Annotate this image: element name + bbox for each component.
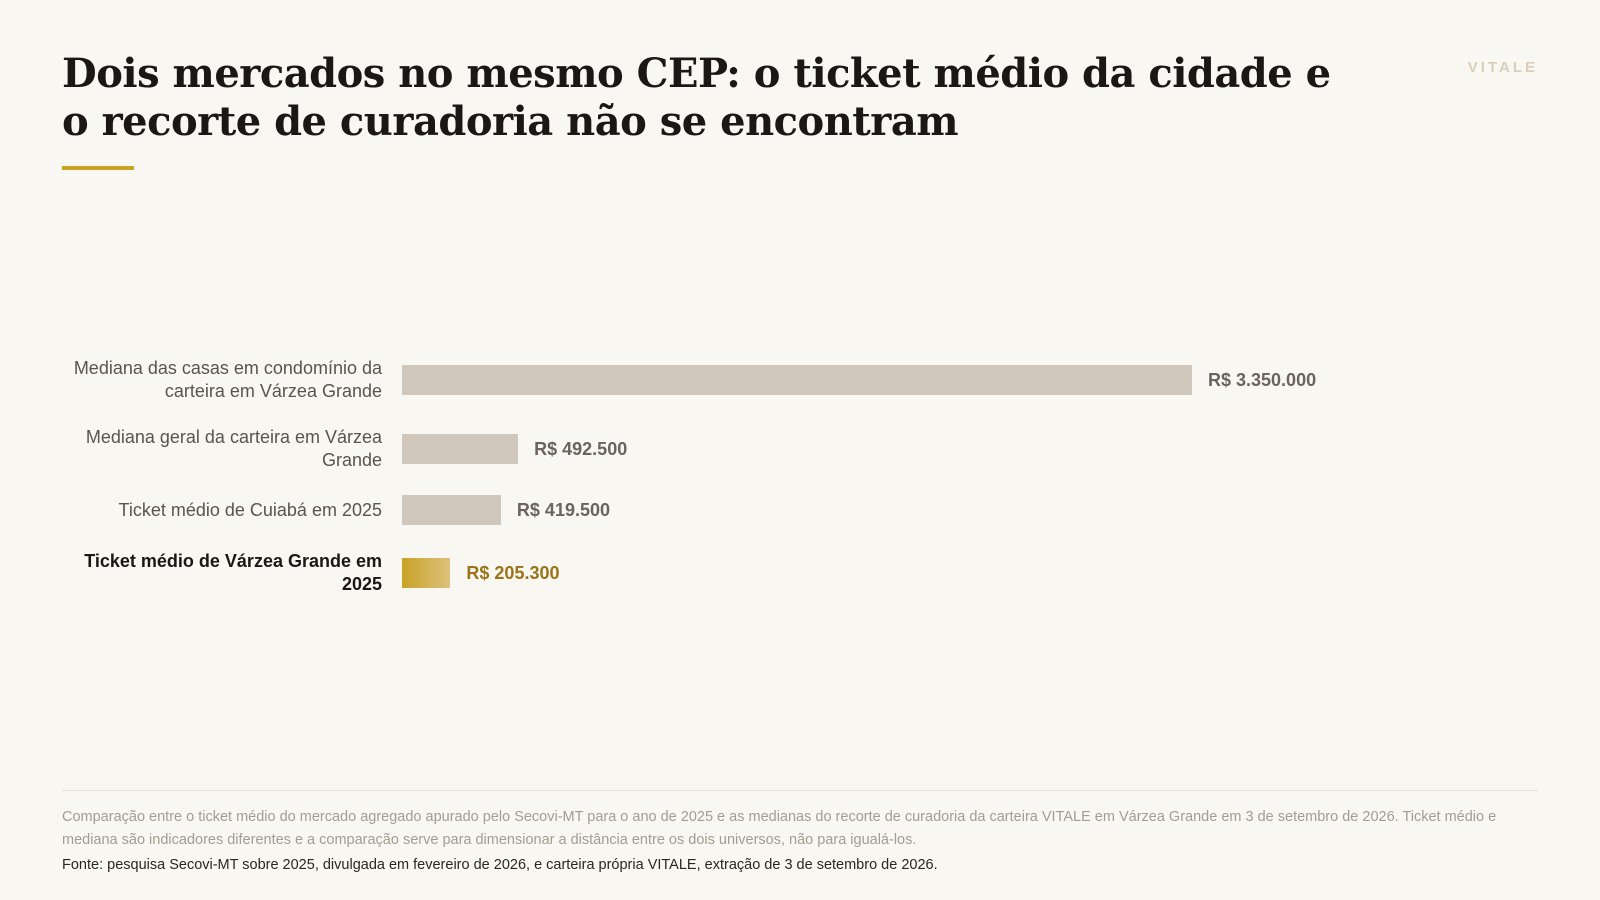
brand-logo: VITALE — [1467, 59, 1538, 76]
chart-title: Dois mercados no mesmo CEP: o ticket méd… — [62, 50, 1331, 145]
bar — [402, 558, 451, 588]
category-label: Ticket médio de Várzea Grande em 2025 — [84, 551, 382, 594]
bar — [402, 495, 501, 525]
value-label: R$ 419.500 — [516, 500, 610, 520]
bar-chart: Mediana das casas em condomínio da carte… — [0, 340, 1600, 620]
methodology-note: Comparação entre o ticket médio do merca… — [62, 809, 1497, 848]
category-label: Mediana das casas em condomínio da carte… — [73, 358, 382, 401]
value-label: R$ 3.350.000 — [1208, 370, 1317, 390]
source-note: Fonte: pesquisa Secovi-MT sobre 2025, di… — [62, 857, 938, 873]
category-label: Mediana geral da carteira em Várzea Gran… — [85, 427, 382, 470]
bar — [402, 365, 1192, 395]
footer-divider — [62, 790, 1538, 791]
bar — [402, 434, 519, 464]
title-accent-rule — [62, 166, 134, 170]
value-label: R$ 205.300 — [466, 563, 560, 583]
category-label: Ticket médio de Cuiabá em 2025 — [118, 499, 382, 520]
value-label: R$ 492.500 — [534, 439, 628, 459]
